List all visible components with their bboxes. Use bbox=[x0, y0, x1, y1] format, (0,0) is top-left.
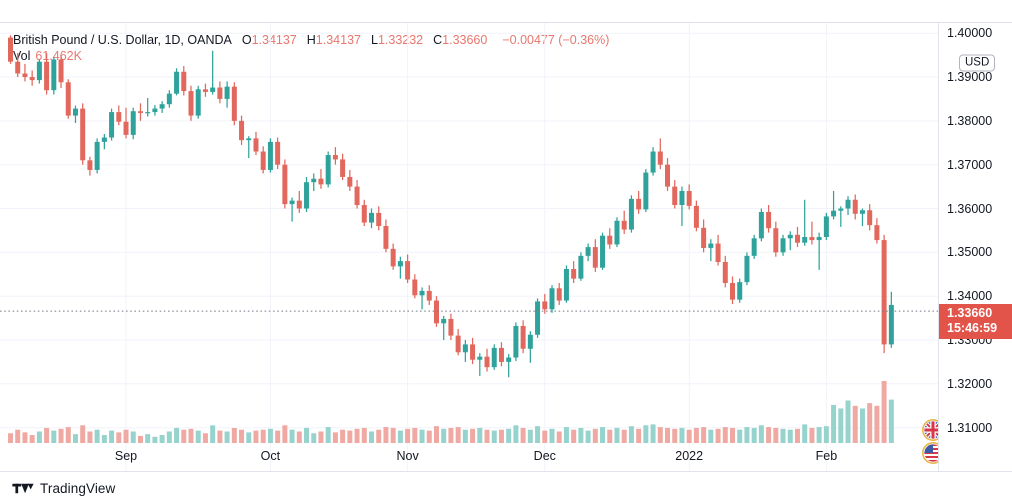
tradingview-logo[interactable]: TradingView bbox=[12, 479, 115, 497]
top-divider bbox=[0, 22, 1012, 23]
open-label: O bbox=[241, 33, 252, 47]
tradingview-mark-icon bbox=[12, 483, 34, 493]
price-axis-tick: 1.36000 bbox=[947, 201, 993, 216]
low-label: L bbox=[370, 33, 378, 47]
price-axis[interactable]: 1.40000 1.39000 1.38000 1.37000 1.36000 1.350… bbox=[938, 23, 1012, 471]
legend-ohlc-row: British Pound / U.S. Dollar, 1D, OANDA O1… bbox=[13, 32, 609, 48]
high-label: H bbox=[306, 33, 316, 47]
price-axis-tick: 1.39000 bbox=[947, 70, 993, 84]
low-value: 1.33232 bbox=[377, 33, 424, 47]
last-price-time: 15:46:59 bbox=[947, 321, 998, 336]
price-axis-tick: 1.40000 bbox=[947, 26, 993, 41]
time-axis-tick: 2022 bbox=[675, 449, 704, 463]
symbol-title[interactable]: British Pound / U.S. Dollar, 1D, OANDA bbox=[13, 33, 232, 47]
currency-badge: USD bbox=[959, 54, 996, 72]
time-axis-tick: Sep bbox=[114, 449, 138, 463]
bottom-divider bbox=[0, 471, 1012, 472]
chart-plot-area[interactable] bbox=[0, 23, 938, 471]
time-axis-tick: Nov bbox=[396, 449, 419, 463]
open-value: 1.34137 bbox=[251, 33, 297, 47]
time-axis[interactable]: Sep Oct Nov Dec 2022 Feb bbox=[0, 445, 938, 471]
time-axis-tick: Dec bbox=[533, 449, 556, 463]
close-value: 1.33660 bbox=[442, 33, 488, 47]
high-value: 1.34137 bbox=[315, 33, 361, 47]
time-axis-tick: Feb bbox=[815, 449, 838, 463]
chart-legend: British Pound / U.S. Dollar, 1D, OANDA O1… bbox=[13, 32, 609, 64]
last-price-tag: 1.33660 15:46:59 bbox=[939, 304, 1012, 340]
price-axis-tick: 1.34000 bbox=[947, 289, 993, 304]
tradingview-wordmark: TradingView bbox=[40, 480, 116, 496]
last-price-value: 1.33660 bbox=[947, 306, 993, 321]
flag-icons bbox=[922, 419, 938, 464]
currency-flag-badges bbox=[922, 419, 938, 465]
price-axis-tick: 1.32000 bbox=[947, 376, 993, 391]
time-axis-tick: Oct bbox=[260, 449, 281, 463]
change-value: −0.00477 (−0.36%) bbox=[502, 33, 610, 47]
price-axis-tick: 1.35000 bbox=[947, 245, 993, 260]
close-label: C bbox=[433, 33, 443, 47]
price-axis-tick: 1.31000 bbox=[947, 420, 993, 435]
price-axis-tick: 1.38000 bbox=[947, 113, 993, 128]
price-axis-tick: 1.37000 bbox=[947, 157, 993, 172]
candlestick-svg bbox=[0, 23, 938, 471]
